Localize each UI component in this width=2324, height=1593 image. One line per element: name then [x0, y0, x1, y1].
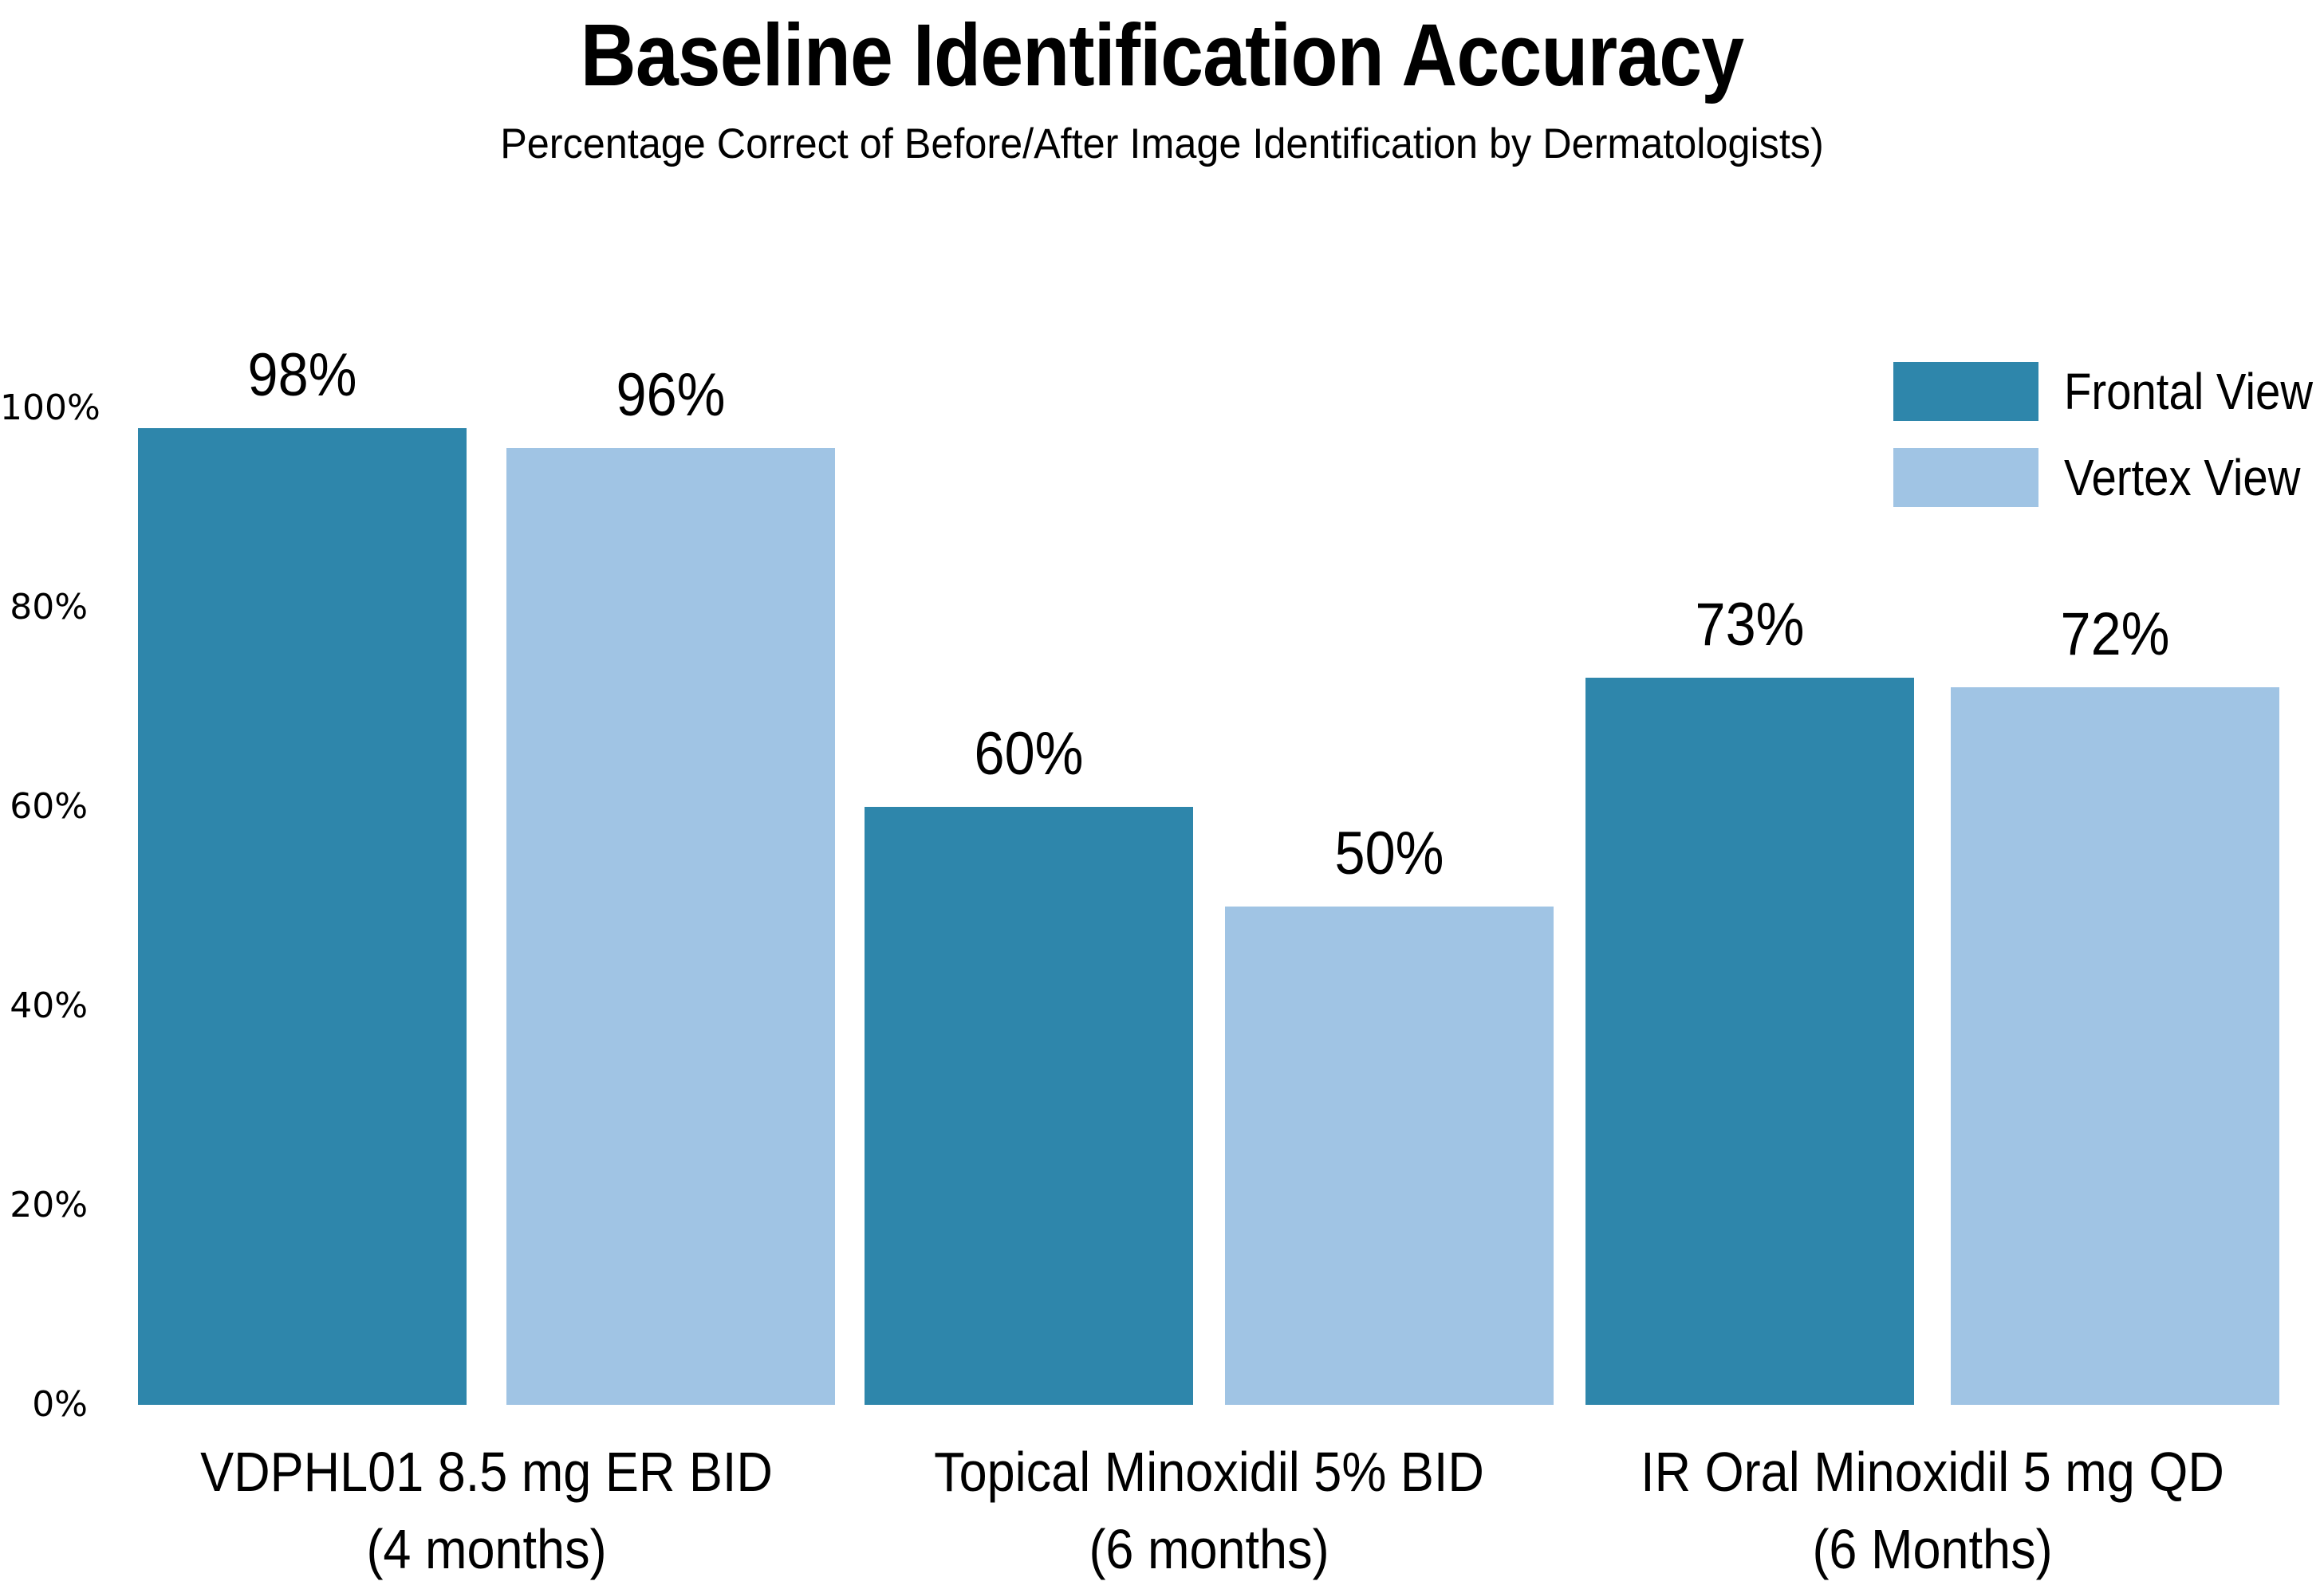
bar-value-label-vertex-group3: 72% — [2060, 600, 2170, 668]
legend-row-vertex: Vertex View — [1893, 448, 2324, 507]
bar-value-label-frontal-group3: 73% — [1695, 590, 1805, 659]
bar-value-label-frontal-group2: 60% — [974, 720, 1084, 788]
y-tick-label-40: 40% — [10, 985, 88, 1026]
category-label-group3: IR Oral Minoxidil 5 mg QD (6 Months) — [1595, 1434, 2270, 1588]
chart-title: Baseline Identification Accuracy — [580, 6, 1744, 104]
y-tick-label-0: 0% — [32, 1384, 88, 1425]
category-label-line2: (6 Months) — [1812, 1518, 2053, 1580]
bar-vertex-group2 — [1225, 907, 1554, 1405]
bar-frontal-group2 — [865, 807, 1193, 1405]
y-tick-label-20: 20% — [10, 1185, 88, 1225]
legend-swatch-vertex — [1893, 448, 2038, 507]
y-tick-label-60: 60% — [10, 786, 88, 827]
category-label-line1: Topical Minoxidil 5% BID — [934, 1441, 1484, 1503]
y-tick-label-100: 100% — [0, 387, 100, 428]
bar-frontal-group3 — [1585, 677, 1914, 1405]
category-label-line1: VDPHL01 8.5 mg ER BID — [200, 1441, 773, 1503]
legend-row-frontal: Frontal View — [1893, 362, 2324, 421]
legend-swatch-frontal — [1893, 362, 2038, 421]
category-label-line2: (6 months) — [1089, 1518, 1329, 1580]
bar-value-label-vertex-group1: 96% — [616, 361, 726, 429]
bar-vertex-group3 — [1951, 687, 2279, 1405]
bar-value-label-frontal-group1: 98% — [247, 341, 357, 409]
category-label-group1: VDPHL01 8.5 mg ER BID (4 months) — [149, 1434, 824, 1588]
chart-subtitle: Percentage Correct of Before/After Image… — [500, 120, 1824, 167]
category-label-group2: Topical Minoxidil 5% BID (6 months) — [872, 1434, 1546, 1588]
bar-value-label-vertex-group2: 50% — [1334, 820, 1444, 887]
bar-vertex-group1 — [506, 448, 835, 1405]
category-label-line1: IR Oral Minoxidil 5 mg QD — [1641, 1441, 2224, 1503]
legend-label-frontal: Frontal View — [2064, 363, 2313, 420]
legend-label-vertex: Vertex View — [2064, 449, 2301, 506]
legend: Frontal View Vertex View — [1893, 362, 2324, 534]
bar-frontal-group1 — [138, 428, 467, 1405]
y-tick-label-80: 80% — [10, 587, 88, 627]
category-label-line2: (4 months) — [366, 1518, 607, 1580]
